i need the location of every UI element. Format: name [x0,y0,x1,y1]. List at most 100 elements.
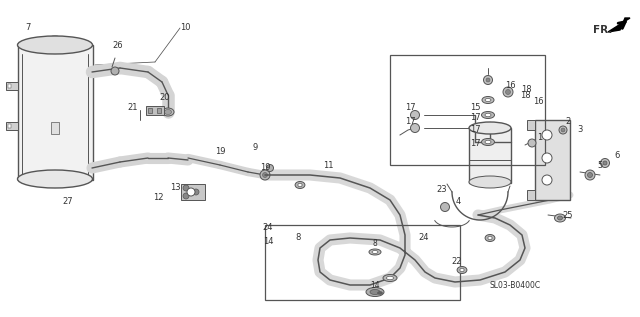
Text: 14: 14 [263,237,273,247]
Ellipse shape [370,289,380,294]
Ellipse shape [485,99,491,101]
Text: 23: 23 [436,185,447,195]
Text: FR.: FR. [593,25,612,35]
Text: 11: 11 [323,160,333,170]
Text: 22: 22 [452,257,462,267]
Ellipse shape [485,235,495,242]
Ellipse shape [506,89,511,94]
Ellipse shape [485,140,491,144]
Text: 17: 17 [470,113,480,122]
Ellipse shape [48,38,62,48]
Text: 27: 27 [63,197,74,206]
Ellipse shape [482,96,494,103]
Ellipse shape [162,108,174,116]
Ellipse shape [298,183,302,187]
Ellipse shape [17,36,93,54]
Text: 8: 8 [295,234,301,243]
Bar [157,108,161,113]
Ellipse shape [460,268,464,272]
Bar [6,122,18,130]
Bar [181,184,205,200]
Text: 17: 17 [470,126,480,134]
Ellipse shape [457,267,467,274]
Ellipse shape [440,203,449,211]
Text: 2: 2 [565,118,571,126]
Ellipse shape [372,250,378,254]
Text: 1: 1 [538,133,543,143]
Ellipse shape [410,111,419,120]
Bar [8,84,11,88]
Text: 13: 13 [170,184,180,192]
Text: 16: 16 [532,98,543,107]
Text: SL03-B0400C: SL03-B0400C [490,281,541,289]
Ellipse shape [528,139,536,147]
Bar [390,55,545,165]
Text: 8: 8 [372,240,378,249]
Ellipse shape [164,109,172,114]
Ellipse shape [559,126,567,134]
Ellipse shape [481,112,495,119]
Ellipse shape [387,276,394,280]
Text: 15: 15 [470,102,480,112]
Bar [6,82,18,90]
Text: 7: 7 [26,23,31,33]
Ellipse shape [561,128,565,132]
Bar [469,128,511,183]
Ellipse shape [485,126,491,130]
Bar [48,37,62,43]
Ellipse shape [481,139,495,146]
Bar [18,45,93,180]
Text: 9: 9 [252,144,258,152]
Text: 14: 14 [370,281,380,289]
Ellipse shape [410,124,419,133]
Circle shape [542,175,552,185]
Ellipse shape [366,288,384,296]
Ellipse shape [383,275,397,281]
Ellipse shape [44,36,66,50]
Ellipse shape [485,113,491,117]
Ellipse shape [266,165,273,171]
Text: 18: 18 [521,86,531,94]
Text: 25: 25 [563,210,573,219]
Circle shape [193,189,199,195]
Bar [527,190,535,200]
Text: 4: 4 [456,197,461,206]
Ellipse shape [262,172,268,178]
Text: 5: 5 [597,160,603,170]
Ellipse shape [600,158,609,167]
Ellipse shape [488,236,492,240]
Ellipse shape [295,182,305,189]
Ellipse shape [554,214,566,222]
Text: 21: 21 [128,103,138,113]
Ellipse shape [469,176,511,188]
Bar [535,120,570,200]
Bar [148,108,152,113]
Bar [265,225,460,300]
Ellipse shape [469,122,511,134]
Bar [146,106,164,115]
Ellipse shape [17,170,93,188]
Text: 10: 10 [180,23,190,33]
Circle shape [542,130,552,140]
Ellipse shape [588,172,593,178]
Bar [51,122,59,134]
Bar [8,124,11,128]
Ellipse shape [111,67,119,75]
Text: 19: 19 [215,147,225,157]
Ellipse shape [378,292,383,294]
Text: 26: 26 [113,42,124,50]
Ellipse shape [369,249,381,255]
Text: 18: 18 [520,90,531,100]
Circle shape [187,188,195,196]
Circle shape [542,153,552,163]
Ellipse shape [585,170,595,180]
Text: 12: 12 [153,193,163,203]
Text: 17: 17 [404,118,415,126]
Ellipse shape [503,87,513,97]
Text: 6: 6 [614,151,620,159]
Text: 16: 16 [505,81,515,89]
Ellipse shape [260,170,270,180]
Circle shape [183,185,189,191]
Bar [527,120,535,130]
Ellipse shape [557,216,563,220]
